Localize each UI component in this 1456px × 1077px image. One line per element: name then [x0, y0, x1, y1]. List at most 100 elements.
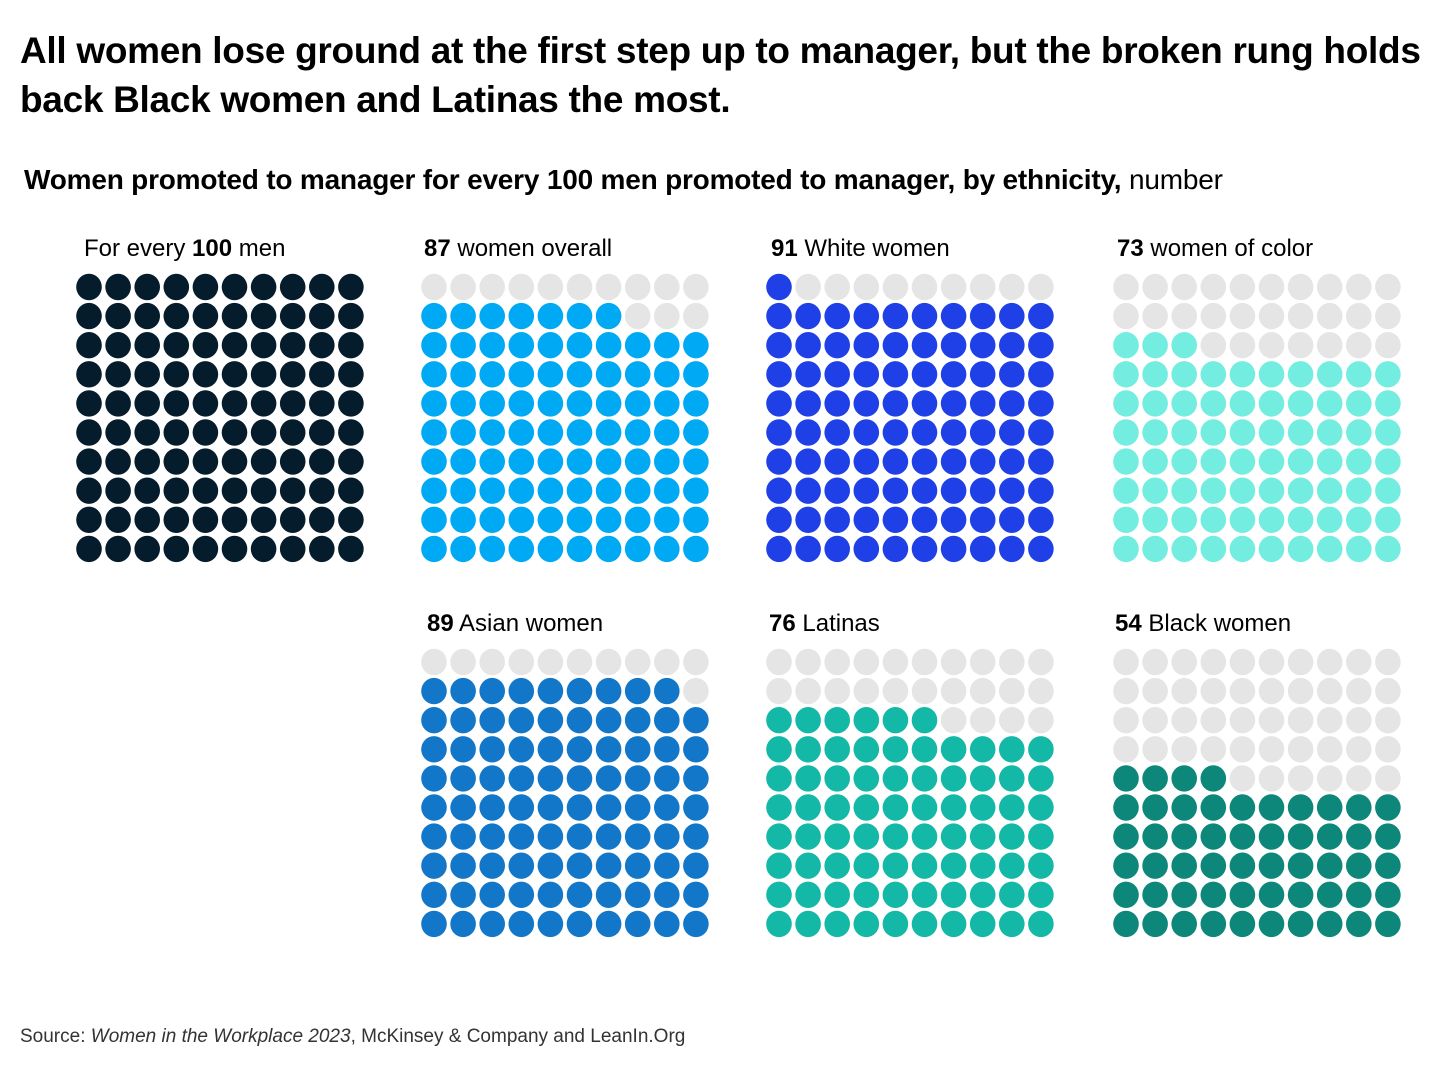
dot-empty	[911, 648, 938, 676]
dot-filled	[309, 390, 335, 417]
dot-empty	[1200, 332, 1227, 359]
dot-filled	[882, 535, 909, 563]
dot-filled	[421, 448, 447, 475]
dot-empty	[624, 273, 651, 301]
dot-filled	[940, 361, 967, 388]
dot-filled	[508, 677, 535, 705]
dot-filled	[1142, 881, 1168, 908]
dot-filled	[163, 535, 190, 563]
dot-filled	[1028, 852, 1054, 879]
dot-filled	[654, 535, 680, 563]
dot-filled	[566, 419, 593, 446]
dot-empty	[1375, 677, 1401, 705]
dot-filled	[508, 477, 535, 504]
dot-empty	[508, 273, 535, 301]
dot-filled	[1200, 765, 1227, 792]
dot-filled	[1171, 765, 1197, 792]
dot-filled	[654, 765, 680, 792]
dot-filled	[853, 707, 880, 734]
dot-filled	[1258, 823, 1285, 850]
dot-filled	[1028, 477, 1054, 504]
dot-filled	[1346, 823, 1372, 850]
dot-empty	[1258, 332, 1285, 359]
dot-empty	[1375, 648, 1401, 676]
dot-filled	[192, 332, 219, 359]
dot-filled	[566, 736, 593, 763]
dot-filled	[338, 506, 364, 533]
dot-filled	[1028, 390, 1054, 417]
dot-filled	[683, 794, 709, 821]
label-value: 91	[771, 235, 798, 262]
dot-filled	[250, 302, 277, 330]
dot-filled	[508, 506, 535, 533]
dot-filled	[566, 390, 593, 417]
dot-filled	[309, 506, 335, 533]
dot-filled	[537, 448, 564, 475]
dot-empty	[795, 648, 821, 676]
dot-empty	[537, 273, 564, 301]
dot-filled	[479, 707, 506, 734]
dot-filled	[882, 332, 909, 359]
dot-filled	[1346, 477, 1372, 504]
dot-empty	[1346, 648, 1372, 676]
dot-filled	[683, 448, 709, 475]
dot-filled	[1171, 448, 1197, 475]
dot-filled	[450, 794, 476, 821]
dot-filled	[1287, 361, 1314, 388]
dot-filled	[1028, 506, 1054, 533]
dot-filled	[479, 535, 506, 563]
source-publication: Women in the Workplace 2023	[90, 1026, 351, 1047]
dot-filled	[1171, 794, 1197, 821]
dot-filled	[853, 361, 880, 388]
dot-filled	[795, 477, 821, 504]
dot-empty	[421, 648, 447, 676]
dot-empty	[1142, 736, 1168, 763]
dot-filled	[969, 361, 996, 388]
dot-empty	[1287, 648, 1314, 676]
dot-filled	[853, 332, 880, 359]
dot-empty	[969, 707, 996, 734]
dot-filled	[766, 535, 792, 563]
dot-filled	[969, 852, 996, 879]
dot-filled	[221, 419, 248, 446]
dot-empty	[1316, 765, 1343, 792]
dot-empty	[1258, 736, 1285, 763]
dot-filled	[795, 765, 821, 792]
dot-filled	[683, 910, 709, 938]
dot-filled	[940, 823, 967, 850]
dot-filled	[853, 302, 880, 330]
dot-filled	[766, 419, 792, 446]
label-value: 54	[1115, 610, 1142, 637]
dot-filled	[76, 535, 102, 563]
dot-filled	[1346, 794, 1372, 821]
source-prefix: Source:	[20, 1026, 91, 1047]
dot-empty	[999, 707, 1025, 734]
dot-filled	[1258, 448, 1285, 475]
dot-filled	[421, 765, 447, 792]
dot-empty	[1229, 765, 1256, 792]
dot-filled	[134, 390, 160, 417]
dot-filled	[595, 910, 622, 938]
dot-filled	[309, 332, 335, 359]
dot-filled	[221, 506, 248, 533]
dot-empty	[853, 648, 880, 676]
dot-filled	[537, 390, 564, 417]
dot-filled	[595, 332, 622, 359]
dot-filled	[853, 823, 880, 850]
dot-empty	[450, 648, 476, 676]
dot-filled	[999, 302, 1025, 330]
dot-filled	[595, 677, 622, 705]
dot-filled	[1258, 477, 1285, 504]
dot-filled	[624, 910, 651, 938]
dot-filled	[911, 477, 938, 504]
dot-empty	[1113, 273, 1139, 301]
label-value: 73	[1117, 235, 1144, 262]
dot-filled	[911, 794, 938, 821]
dot-filled	[1346, 419, 1372, 446]
dot-filled	[824, 881, 850, 908]
dot-filled	[795, 910, 821, 938]
dot-empty	[1346, 302, 1372, 330]
label-text: men	[232, 235, 286, 262]
dot-filled	[421, 506, 447, 533]
dot-filled	[824, 823, 850, 850]
